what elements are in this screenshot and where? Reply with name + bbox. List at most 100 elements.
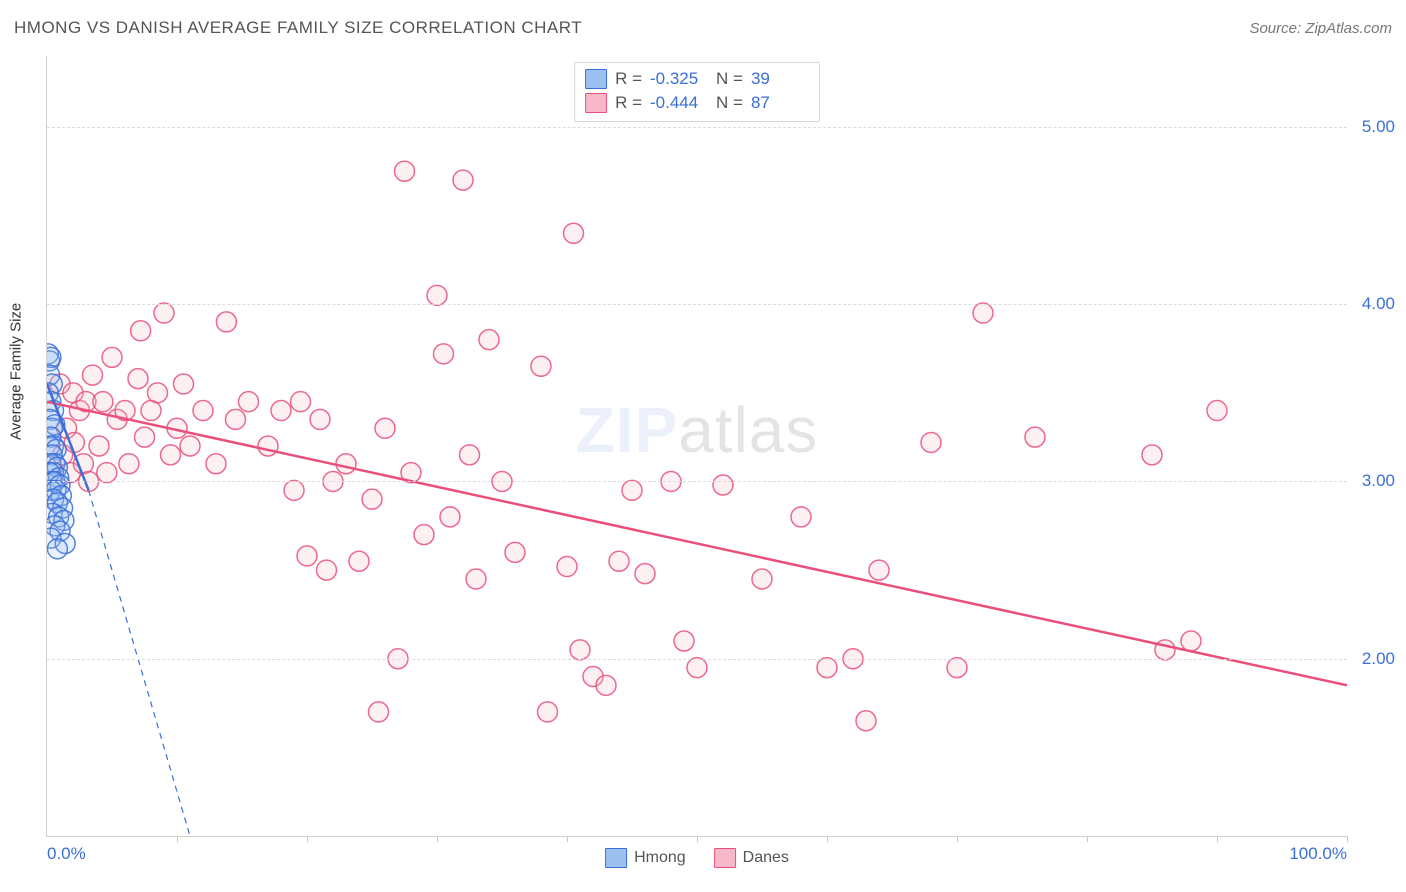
marker-danes (310, 409, 330, 429)
r-label-hmong: R = (615, 67, 642, 91)
marker-danes (1025, 427, 1045, 447)
n-value-hmong: 39 (751, 67, 809, 91)
marker-danes (349, 551, 369, 571)
n-value-danes: 87 (751, 91, 809, 115)
marker-danes (174, 374, 194, 394)
marker-danes (921, 432, 941, 452)
marker-danes (154, 303, 174, 323)
y-tick-label: 3.00 (1362, 471, 1395, 491)
marker-danes (564, 223, 584, 243)
marker-danes (538, 702, 558, 722)
marker-danes (460, 445, 480, 465)
legend-stats-row-danes: R = -0.444 N = 87 (585, 91, 809, 115)
marker-danes (531, 356, 551, 376)
y-tick-label: 4.00 (1362, 294, 1395, 314)
marker-danes (570, 640, 590, 660)
legend-series: Hmong Danes (605, 848, 789, 868)
marker-danes (609, 551, 629, 571)
marker-danes (1181, 631, 1201, 651)
marker-danes (193, 401, 213, 421)
marker-danes (752, 569, 772, 589)
title-bar: HMONG VS DANISH AVERAGE FAMILY SIZE CORR… (14, 18, 1392, 38)
x-tick (1217, 836, 1218, 842)
gridline (47, 127, 1347, 128)
marker-danes (427, 285, 447, 305)
swatch-hmong-icon (605, 848, 627, 868)
marker-danes (596, 675, 616, 695)
chart-title: HMONG VS DANISH AVERAGE FAMILY SIZE CORR… (14, 18, 582, 38)
marker-hmong (47, 539, 67, 559)
marker-danes (284, 480, 304, 500)
marker-danes (258, 436, 278, 456)
marker-danes (226, 409, 246, 429)
x-tick (177, 836, 178, 842)
marker-danes (97, 463, 117, 483)
marker-danes (119, 454, 139, 474)
marker-danes (83, 365, 103, 385)
marker-danes (206, 454, 226, 474)
swatch-danes-icon (714, 848, 736, 868)
chart-svg (47, 56, 1347, 836)
gridline (47, 659, 1347, 660)
marker-danes (180, 436, 200, 456)
x-tick (567, 836, 568, 842)
r-value-danes: -0.444 (650, 91, 708, 115)
n-label-danes: N = (716, 91, 743, 115)
trendline-extrapolated (89, 490, 190, 836)
n-label-hmong: N = (716, 67, 743, 91)
marker-danes (791, 507, 811, 527)
y-tick-label: 2.00 (1362, 649, 1395, 669)
x-tick (437, 836, 438, 842)
marker-danes (271, 401, 291, 421)
marker-danes (317, 560, 337, 580)
x-tick-label: 100.0% (1289, 844, 1347, 864)
legend-item-hmong: Hmong (605, 848, 686, 868)
source-label: Source: ZipAtlas.com (1249, 20, 1392, 37)
marker-danes (869, 560, 889, 580)
marker-danes (973, 303, 993, 323)
marker-danes (148, 383, 168, 403)
legend-label-danes: Danes (743, 849, 789, 867)
swatch-danes-icon (585, 93, 607, 113)
y-axis-label: Average Family Size (8, 303, 25, 440)
marker-danes (375, 418, 395, 438)
marker-danes (216, 312, 236, 332)
marker-danes (1207, 401, 1227, 421)
gridline (47, 481, 1347, 482)
gridline (47, 304, 1347, 305)
swatch-hmong-icon (585, 69, 607, 89)
marker-danes (557, 557, 577, 577)
marker-danes (362, 489, 382, 509)
legend-item-danes: Danes (714, 848, 789, 868)
x-tick (1347, 836, 1348, 842)
x-tick-label: 0.0% (47, 844, 86, 864)
marker-danes (622, 480, 642, 500)
x-tick (697, 836, 698, 842)
marker-danes (135, 427, 155, 447)
marker-danes (93, 392, 113, 412)
marker-danes (128, 369, 148, 389)
legend-stats-row-hmong: R = -0.325 N = 39 (585, 67, 809, 91)
marker-danes (369, 702, 389, 722)
marker-danes (674, 631, 694, 651)
marker-danes (102, 347, 122, 367)
marker-danes (687, 658, 707, 678)
x-tick (1087, 836, 1088, 842)
legend-stats: R = -0.325 N = 39 R = -0.444 N = 87 (574, 62, 820, 122)
marker-danes (466, 569, 486, 589)
marker-danes (817, 658, 837, 678)
x-tick (827, 836, 828, 842)
r-label-danes: R = (615, 91, 642, 115)
marker-danes (856, 711, 876, 731)
marker-danes (291, 392, 311, 412)
marker-danes (713, 475, 733, 495)
marker-danes (440, 507, 460, 527)
marker-danes (239, 392, 259, 412)
marker-danes (479, 330, 499, 350)
r-value-hmong: -0.325 (650, 67, 708, 91)
marker-danes (947, 658, 967, 678)
marker-danes (89, 436, 109, 456)
marker-danes (161, 445, 181, 465)
marker-danes (434, 344, 454, 364)
marker-danes (1142, 445, 1162, 465)
